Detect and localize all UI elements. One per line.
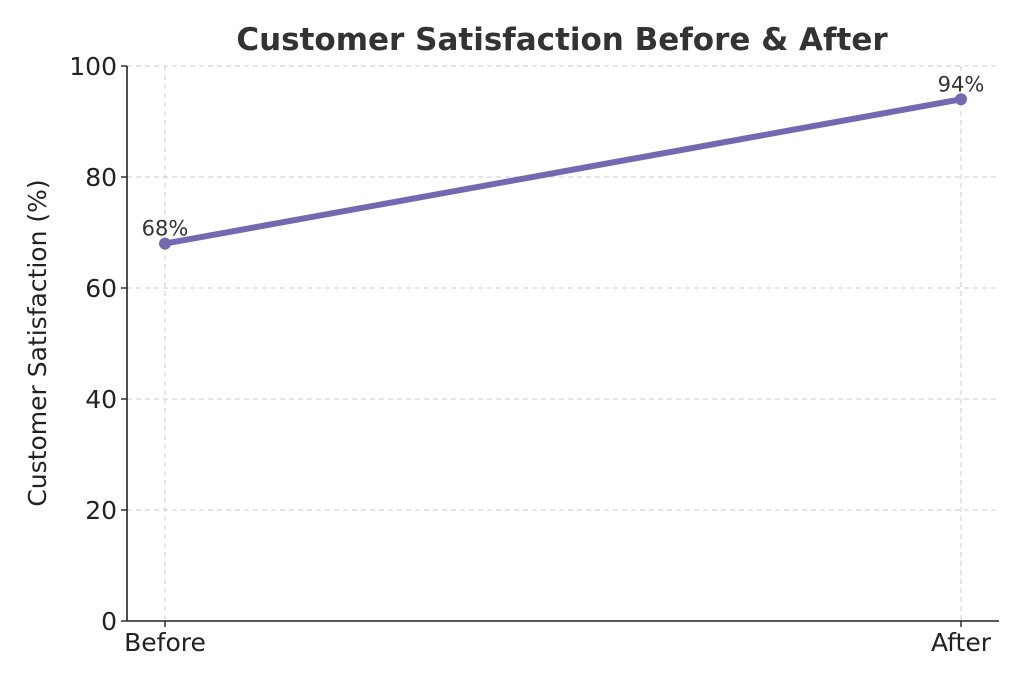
y-axis-label: Customer Satisfaction (%) xyxy=(23,179,52,506)
y-tick-label: 0 xyxy=(101,607,117,636)
y-tick-label: 60 xyxy=(85,274,117,303)
y-axis-ticks: 0 20 40 60 80 100 xyxy=(69,52,127,636)
x-tick-label: After xyxy=(931,628,992,657)
series-line xyxy=(162,96,964,247)
data-label: 68% xyxy=(142,217,189,241)
data-labels: 68% 94% xyxy=(142,72,985,240)
y-tick-label: 40 xyxy=(85,385,117,414)
axes xyxy=(126,66,999,622)
x-tick-label: Before xyxy=(124,628,206,657)
x-axis-ticks: Before After xyxy=(124,621,992,657)
series-group xyxy=(159,93,967,250)
data-label: 94% xyxy=(938,72,985,96)
y-tick-label: 100 xyxy=(69,52,117,81)
y-tick-label: 20 xyxy=(85,496,117,525)
data-point xyxy=(159,237,171,250)
y-tick-label: 80 xyxy=(85,163,117,192)
chart-title: Customer Satisfaction Before & After xyxy=(236,22,888,58)
data-point xyxy=(955,93,967,106)
grid xyxy=(127,65,999,622)
